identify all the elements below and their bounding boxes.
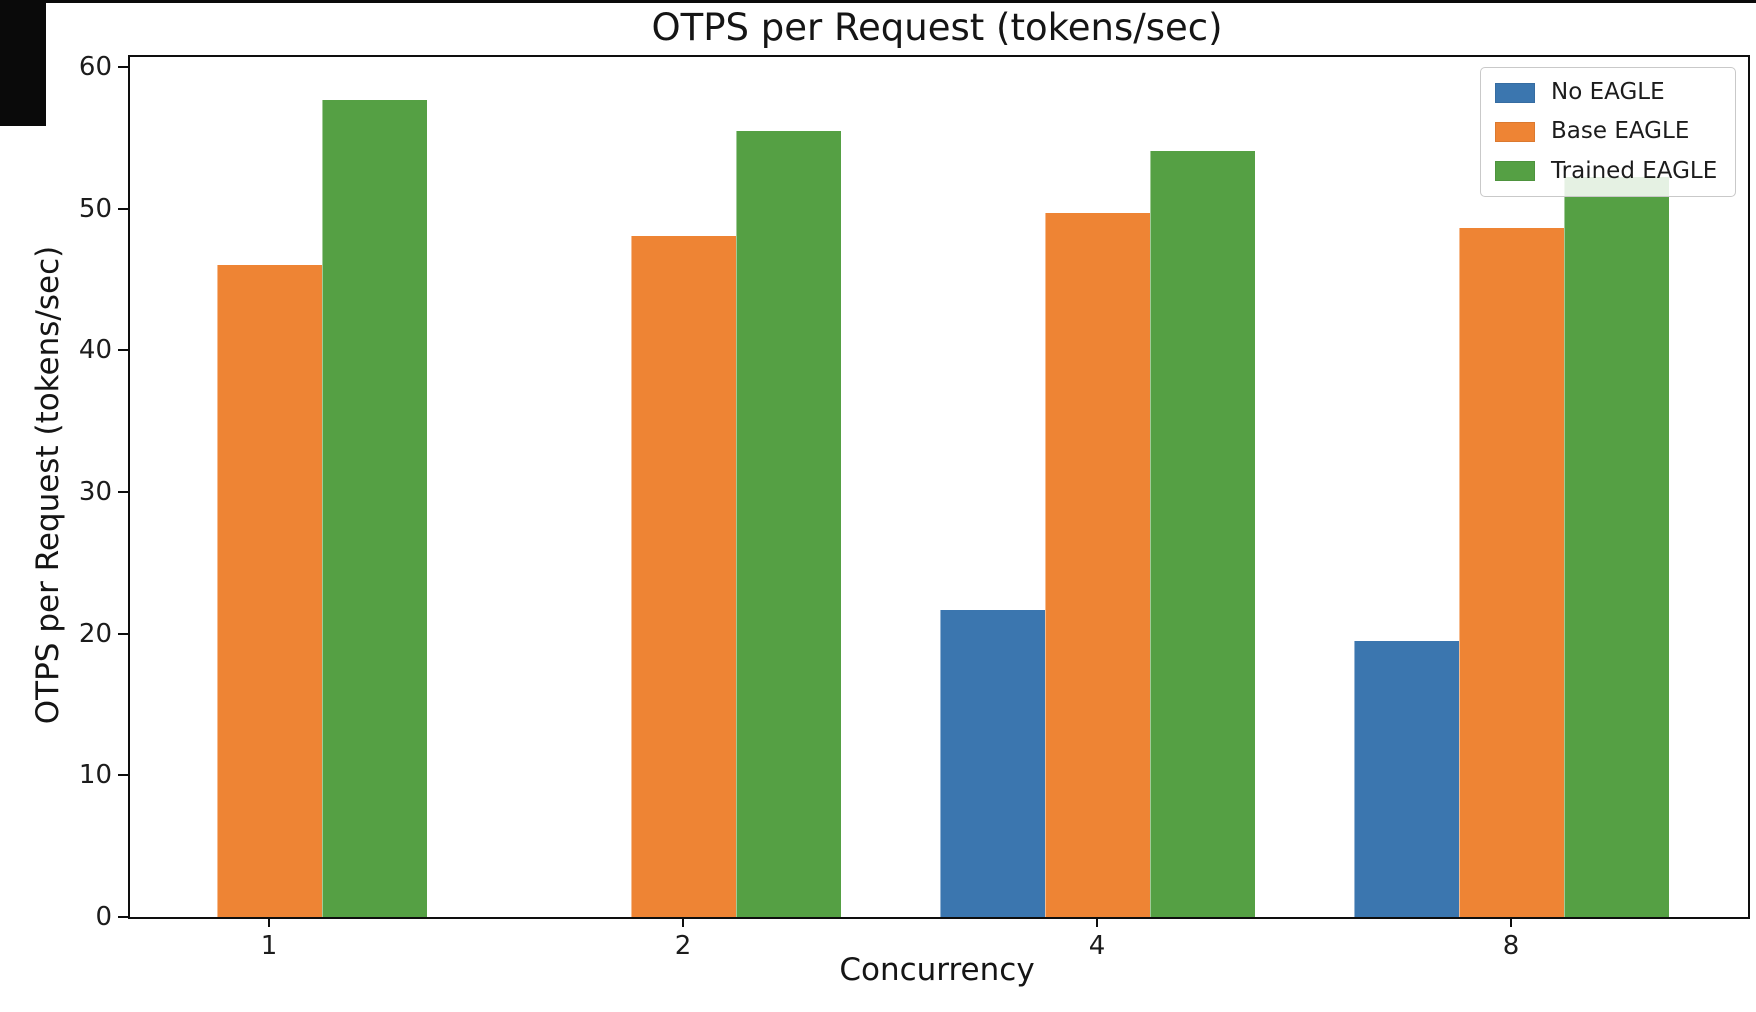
- y-tick-mark: [118, 632, 128, 635]
- legend-swatch-icon: [1495, 82, 1535, 103]
- legend-label: No EAGLE: [1551, 79, 1665, 105]
- plot-area: 0 10 20 30 40 50 60 1 2 4 8 No EAGLE Base EAGLE Train…: [79, 54, 1750, 959]
- x-tick-mark: [1510, 917, 1512, 927]
- legend-label: Trained EAGLE: [1551, 157, 1718, 184]
- screenshot-top-edge: [0, 0, 1756, 3]
- bar-base-eagle-x2: [630, 235, 736, 917]
- y-tick-label: 10: [78, 760, 112, 791]
- legend-item: No EAGLE: [1495, 79, 1721, 105]
- legend-item: Trained EAGLE: [1495, 157, 1721, 184]
- y-tick-mark: [118, 916, 128, 918]
- y-axis-label: OTPS per Request (tokens/sec): [30, 245, 66, 725]
- y-tick-label: 20: [78, 618, 112, 649]
- y-tick-label: 0: [95, 902, 112, 932]
- legend-item: Base EAGLE: [1495, 118, 1721, 145]
- x-axis-label: Concurrency: [839, 952, 1035, 988]
- bar-no-eagle-x4: [939, 609, 1045, 917]
- bar-base-eagle-x4: [1044, 212, 1150, 917]
- screenshot-corner-artifact: [0, 0, 46, 126]
- legend: No EAGLE Base EAGLE Trained EAGLE: [1480, 67, 1736, 197]
- bar-trained-eagle-x1: [321, 99, 427, 917]
- legend-swatch-icon: [1495, 161, 1535, 182]
- x-tick-mark: [268, 917, 270, 927]
- legend-swatch-icon: [1495, 121, 1535, 142]
- x-tick-label: 8: [1502, 931, 1520, 961]
- x-tick-label: 4: [1088, 931, 1106, 961]
- x-tick-mark: [1096, 917, 1098, 927]
- y-tick-mark: [118, 207, 128, 210]
- y-tick-label: 50: [78, 193, 112, 224]
- x-tick-label: 1: [260, 931, 278, 961]
- y-tick-mark: [118, 349, 128, 352]
- y-tick-label: 60: [78, 51, 112, 82]
- x-tick-mark: [682, 917, 684, 927]
- bar-no-eagle-x8: [1353, 640, 1459, 917]
- y-tick-mark: [118, 490, 128, 493]
- bar-trained-eagle-x2: [735, 130, 841, 917]
- legend-label: Base EAGLE: [1551, 118, 1690, 145]
- bar-trained-eagle-x4: [1149, 150, 1255, 917]
- bar-trained-eagle-x8: [1563, 177, 1669, 917]
- y-tick-mark: [118, 774, 128, 777]
- chart-title: OTPS per Request (tokens/sec): [651, 6, 1223, 49]
- y-tick-mark: [118, 65, 128, 68]
- bar-base-eagle-x1: [216, 265, 322, 917]
- x-tick-label: 2: [674, 931, 692, 961]
- y-tick-label: 30: [78, 476, 112, 507]
- y-tick-label: 40: [78, 335, 112, 366]
- bar-base-eagle-x8: [1458, 228, 1564, 917]
